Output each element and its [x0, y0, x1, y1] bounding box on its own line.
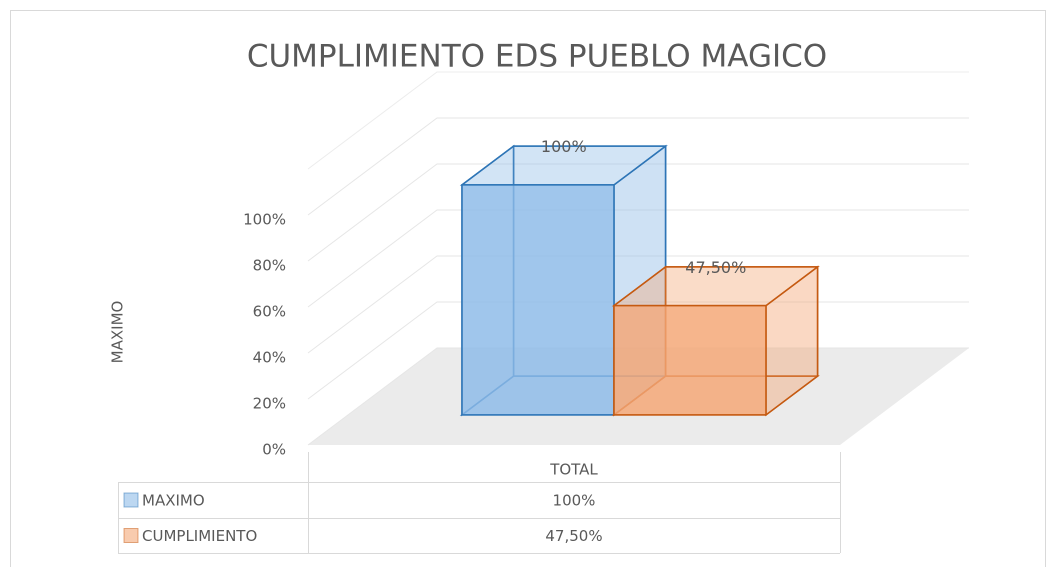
- y-tick-label: 80%: [253, 257, 286, 275]
- grid-line: [307, 347, 969, 446]
- y-tick-label: 100%: [243, 211, 286, 229]
- grid-line: [307, 255, 969, 354]
- table-header: TOTAL: [549, 461, 598, 479]
- grid-line: [307, 209, 969, 308]
- grid-line: [307, 163, 969, 262]
- y-tick-label: 40%: [253, 349, 286, 367]
- legend-swatch: [123, 492, 139, 508]
- data-label: 47,50%: [685, 258, 746, 277]
- table-cell: 100%: [553, 492, 596, 510]
- table-cell: 47,50%: [545, 527, 602, 545]
- wall-edge: [307, 71, 969, 170]
- chart-title: CUMPLIMIENTO EDS PUEBLO MAGICO: [247, 39, 827, 75]
- grid-line: [307, 117, 969, 216]
- y-tick-label: 20%: [253, 395, 286, 413]
- legend-label: CUMPLIMIENTO: [142, 527, 257, 545]
- legend-label: MAXIMO: [142, 492, 205, 510]
- bar-front: [461, 184, 615, 416]
- data-label: 100%: [541, 137, 587, 156]
- legend-swatch: [123, 528, 139, 543]
- bar-front: [613, 304, 767, 416]
- grid-line: [307, 301, 969, 400]
- y-tick-label: 60%: [253, 303, 286, 321]
- y-axis-label: MAXIMO: [109, 301, 127, 364]
- y-tick-label: 0%: [262, 441, 286, 459]
